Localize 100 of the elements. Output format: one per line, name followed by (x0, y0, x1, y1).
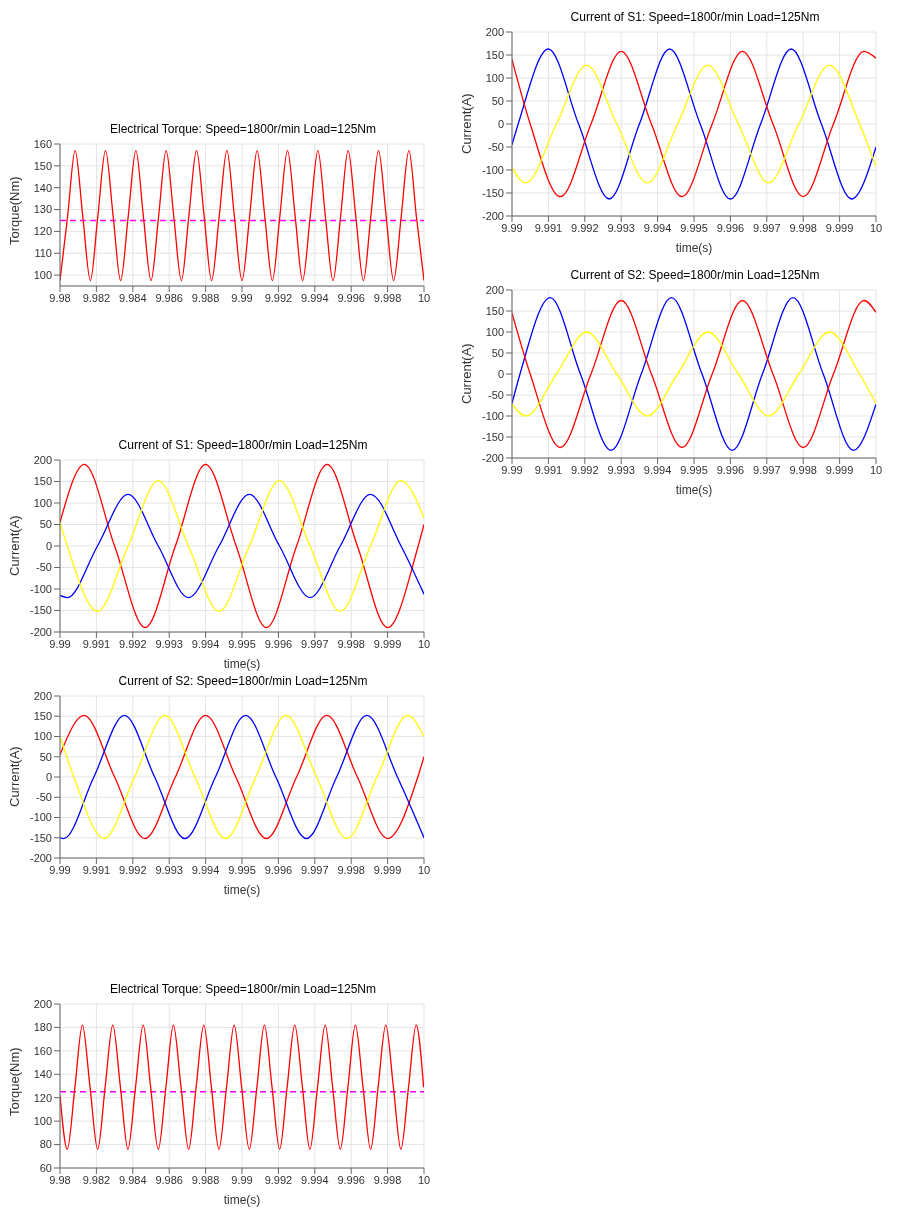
y-tick-label: 100 (485, 71, 504, 84)
y-axis-title: Current(A) (458, 343, 474, 404)
y-tick-label: 140 (33, 181, 52, 194)
x-tick-label: 10 (869, 221, 883, 234)
x-tick-label: 9.994 (301, 1173, 329, 1186)
y-tick-label: 110 (34, 247, 52, 260)
x-tick-label: 9.993 (155, 863, 183, 876)
x-tick-label: 9.993 (607, 463, 635, 476)
x-axis-title: time(s) (223, 657, 261, 671)
y-tick-label: 150 (485, 48, 504, 61)
x-tick-label: 9.99 (231, 291, 253, 304)
y-tick-label: 160 (33, 1044, 52, 1057)
y-tick-label: -100 (481, 163, 504, 176)
y-tick-label: 100 (33, 496, 52, 509)
chart-title: Current of S1: Speed=1800r/min Load=125Nm (569, 9, 821, 26)
x-tick-label: 9.995 (228, 637, 256, 650)
y-tick-label: -150 (481, 186, 504, 199)
x-tick-label: 9.999 (373, 863, 402, 876)
x-tick-label: 10 (417, 863, 431, 876)
x-tick-label: 9.994 (643, 221, 672, 234)
x-tick-label: 10 (417, 637, 431, 650)
x-axis-title: time(s) (675, 483, 713, 497)
y-tick-label: 80 (39, 1138, 52, 1151)
y-axis-title: Torque(Nm) (6, 176, 22, 245)
y-tick-label: 0 (45, 770, 52, 783)
y-tick-label: 130 (33, 203, 52, 216)
x-axis-title: time(s) (675, 241, 713, 255)
x-tick-label: 9.994 (643, 463, 672, 476)
y-tick-label: -100 (29, 582, 52, 595)
y-tick-label: -50 (36, 791, 52, 804)
y-axis-title: Current(A) (458, 93, 474, 154)
x-tick-label: 9.99 (49, 863, 71, 876)
x-tick-label: 9.993 (155, 637, 183, 650)
chart-title: Electrical Torque: Speed=1800r/min Load=125Nm (109, 981, 377, 998)
y-tick-label: 100 (485, 325, 504, 338)
x-tick-label: 9.991 (82, 637, 111, 650)
chart-title: Current of S1: Speed=1800r/min Load=125Nm (117, 437, 369, 454)
x-tick-label: 9.994 (191, 637, 220, 650)
y-tick-label: -200 (481, 451, 504, 464)
x-tick-label: 10 (417, 291, 431, 304)
x-tick-label: 9.998 (789, 221, 817, 234)
y-axis-title: Current(A) (6, 515, 22, 576)
x-tick-label: 9.992 (264, 1173, 293, 1186)
y-tick-label: 200 (485, 283, 504, 296)
x-tick-label: 9.996 (716, 221, 745, 234)
y-tick-label: 100 (33, 1115, 52, 1128)
x-tick-label: 9.999 (373, 637, 402, 650)
x-tick-label: 9.996 (716, 463, 745, 476)
x-tick-label: 9.992 (264, 291, 293, 304)
chart-title: Current of S2: Speed=1800r/min Load=125Nm (569, 267, 821, 284)
y-tick-label: 50 (491, 94, 504, 107)
x-tick-label: 9.986 (155, 291, 183, 304)
y-tick-label: 200 (33, 453, 52, 466)
x-tick-label: 9.992 (119, 863, 147, 876)
y-tick-label: 0 (497, 367, 504, 380)
x-tick-label: 9.999 (825, 463, 854, 476)
y-tick-label: 100 (33, 268, 52, 281)
x-tick-label: 9.986 (155, 1173, 183, 1186)
line-series (60, 1024, 424, 1150)
x-tick-label: 9.998 (373, 291, 402, 304)
x-tick-label: 9.995 (680, 463, 708, 476)
y-tick-label: -200 (481, 209, 504, 222)
x-tick-label: 9.996 (337, 1173, 365, 1186)
y-tick-label: 140 (33, 1068, 52, 1081)
x-tick-label: 9.997 (301, 863, 329, 876)
y-tick-label: 150 (33, 710, 52, 723)
line-series (60, 493, 424, 599)
y-tick-label: 180 (33, 1021, 52, 1034)
line-series (60, 463, 424, 629)
line-series (60, 714, 424, 840)
y-tick-label: -50 (36, 561, 52, 574)
x-axis-title: time(s) (223, 1193, 261, 1207)
x-tick-label: 9.999 (825, 221, 854, 234)
x-tick-label: 9.984 (119, 1173, 147, 1186)
x-tick-label: 9.994 (191, 863, 220, 876)
y-tick-label: 50 (39, 518, 52, 531)
x-tick-label: 9.99 (49, 637, 71, 650)
y-tick-label: -50 (488, 140, 504, 153)
chart-title: Electrical Torque: Speed=1800r/min Load=125Nm (109, 121, 377, 138)
x-tick-label: 9.995 (680, 221, 708, 234)
x-tick-label: 9.98 (49, 291, 71, 304)
y-tick-label: 50 (39, 750, 52, 763)
y-tick-label: 150 (485, 304, 504, 317)
x-tick-label: 9.982 (82, 291, 111, 304)
x-tick-label: 9.991 (82, 863, 111, 876)
x-tick-label: 9.992 (571, 221, 599, 234)
x-tick-label: 9.991 (534, 463, 563, 476)
x-tick-label: 9.996 (264, 637, 293, 650)
line-series (60, 479, 424, 613)
y-tick-label: -150 (29, 604, 52, 617)
y-tick-label: 0 (497, 117, 504, 130)
x-tick-label: 9.995 (228, 863, 256, 876)
y-tick-label: 200 (33, 689, 52, 702)
x-tick-label: 9.99 (501, 221, 523, 234)
x-tick-label: 10 (869, 463, 883, 476)
x-tick-label: 9.993 (607, 221, 635, 234)
x-tick-label: 9.998 (789, 463, 817, 476)
x-tick-label: 9.998 (337, 637, 365, 650)
y-tick-label: 120 (33, 1091, 52, 1104)
y-tick-label: -100 (481, 409, 504, 422)
